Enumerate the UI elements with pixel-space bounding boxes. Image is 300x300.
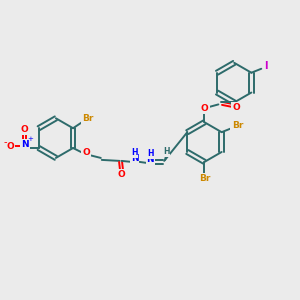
Text: Br: Br — [199, 174, 210, 183]
Text: O: O — [21, 125, 29, 134]
Text: -: - — [3, 137, 7, 147]
Text: O: O — [6, 142, 14, 151]
Text: +: + — [27, 136, 33, 142]
Text: O: O — [82, 148, 90, 158]
Text: N: N — [146, 155, 154, 164]
Text: N: N — [131, 154, 138, 164]
Text: I: I — [265, 61, 268, 71]
Text: O: O — [201, 104, 208, 113]
Text: Br: Br — [232, 121, 243, 130]
Text: N: N — [21, 140, 29, 148]
Text: H: H — [163, 148, 169, 157]
Text: O: O — [118, 170, 125, 179]
Text: H: H — [131, 148, 138, 158]
Text: Br: Br — [82, 114, 94, 123]
Text: O: O — [232, 103, 240, 112]
Text: H: H — [147, 149, 154, 158]
